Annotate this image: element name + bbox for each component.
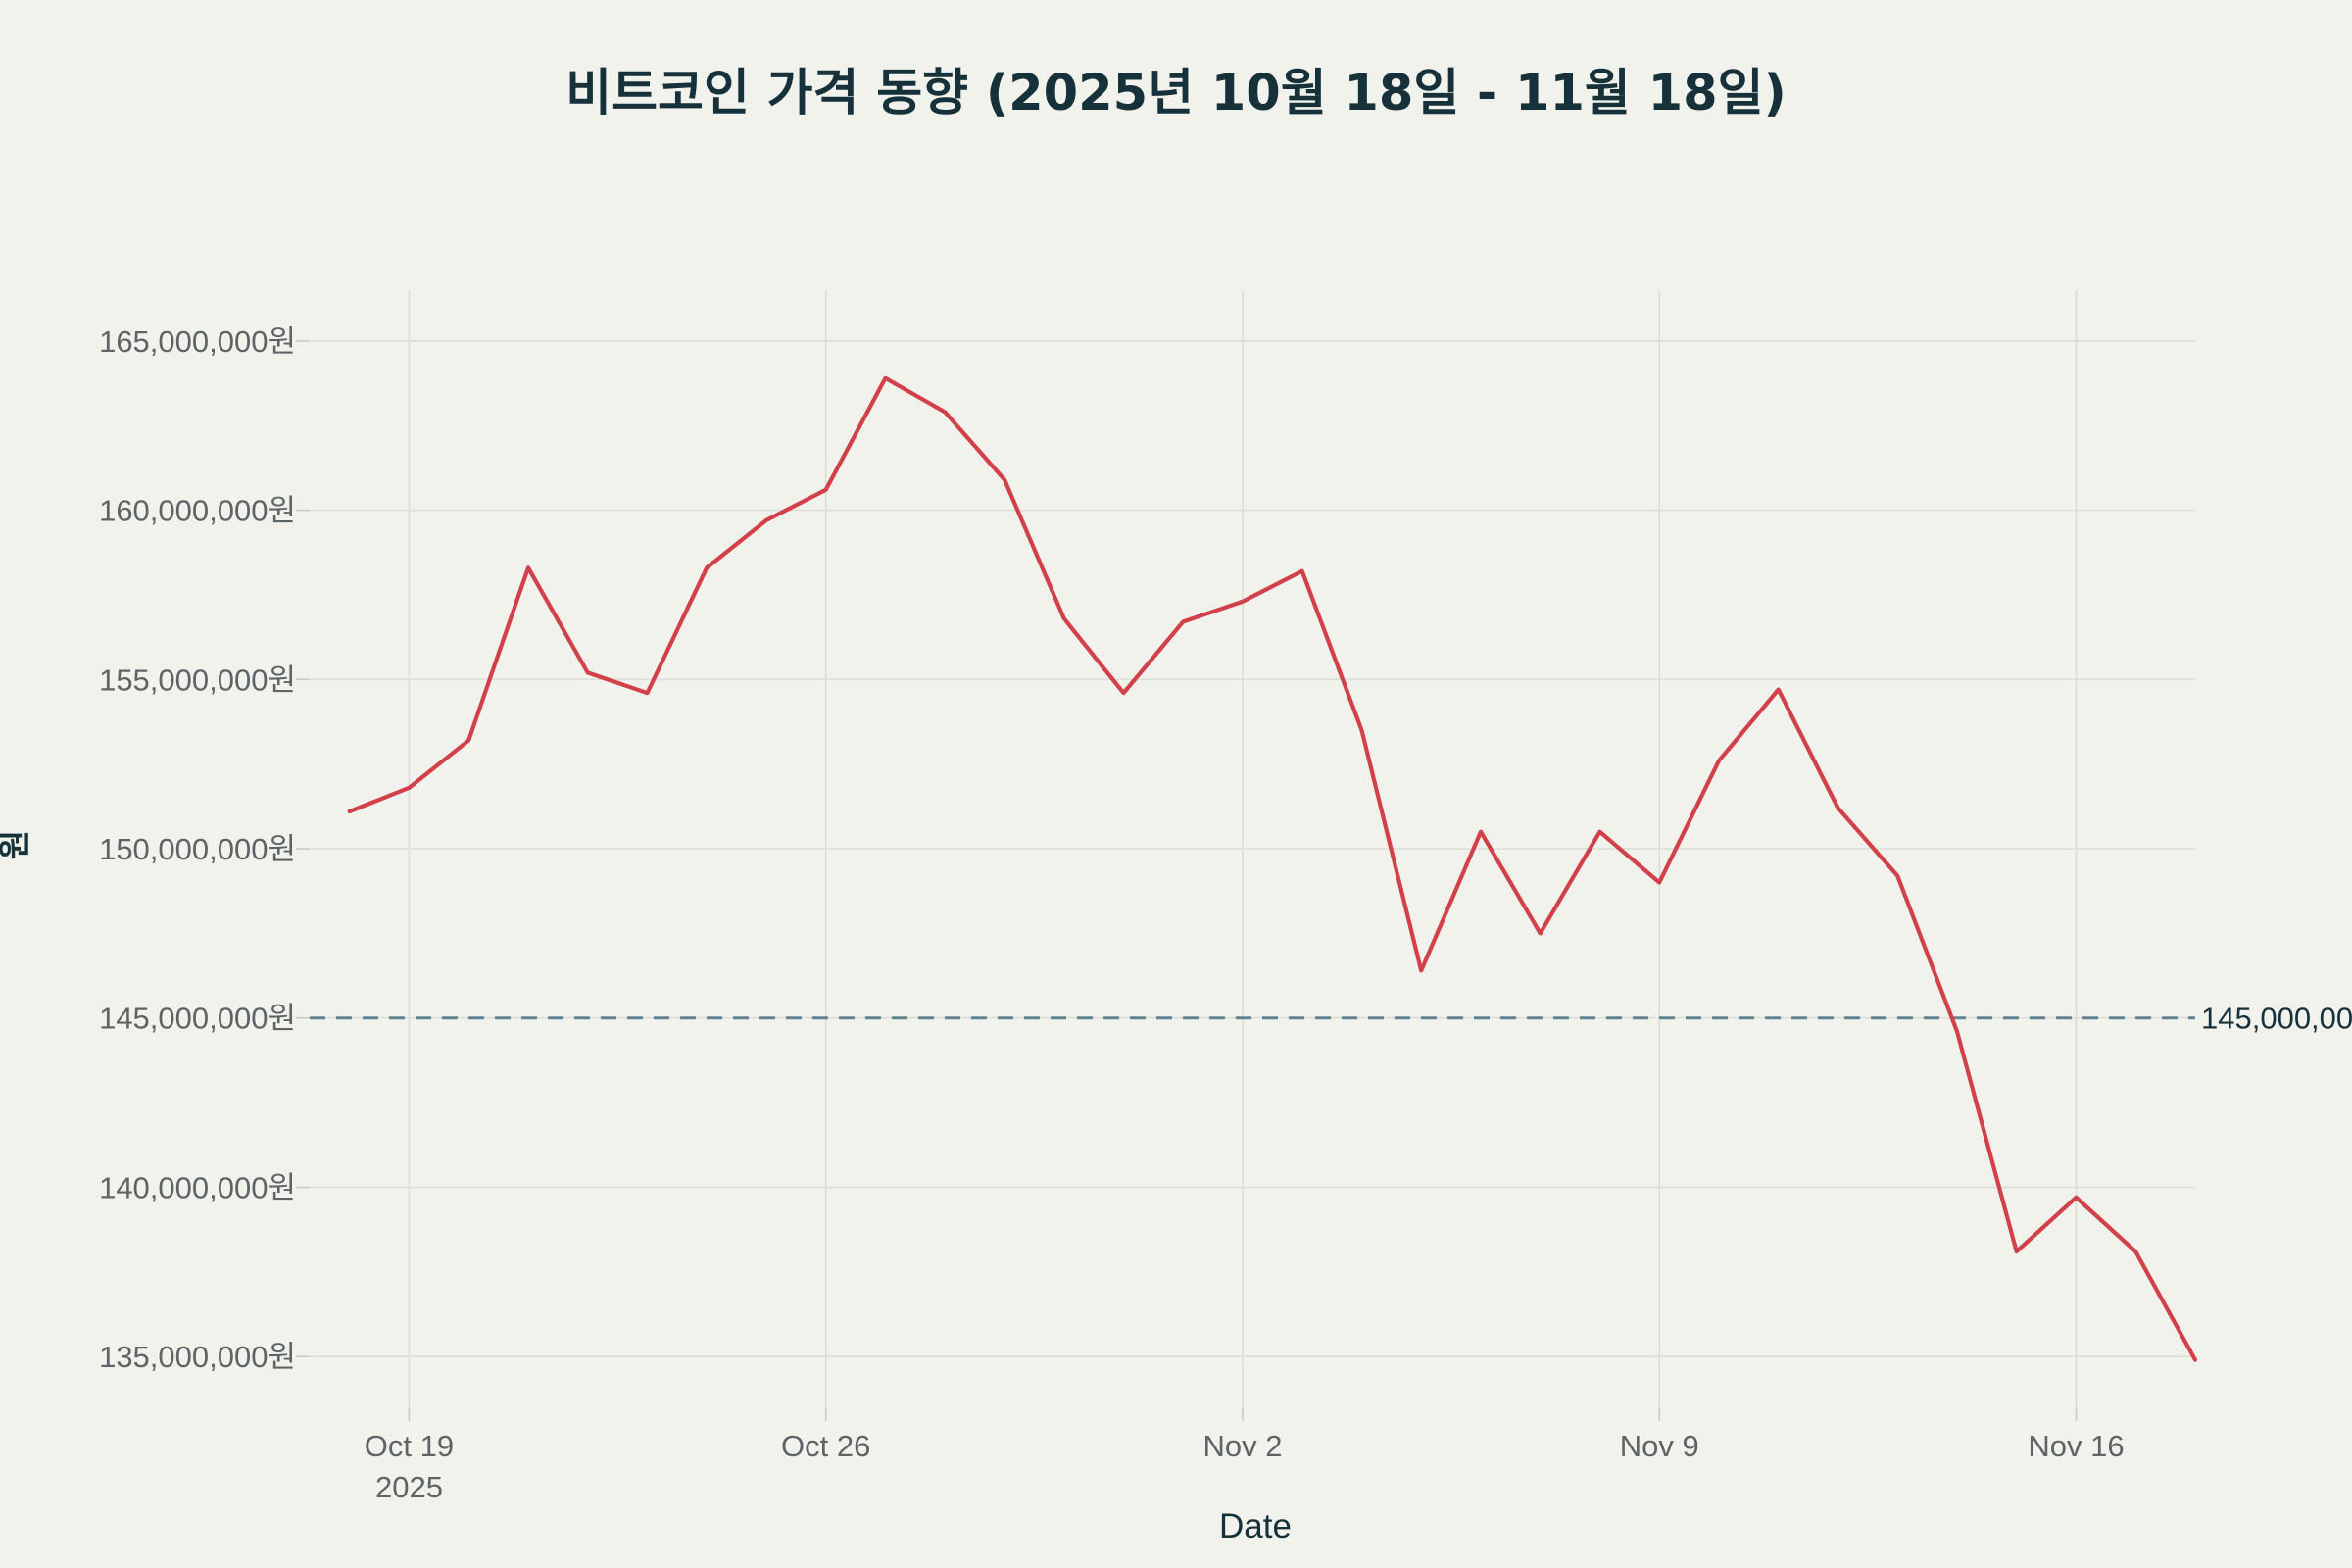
gridlines xyxy=(296,290,2195,1421)
y-axis-title: 원 xyxy=(0,830,33,859)
y-tick-label: 150,000,000원 xyxy=(99,832,296,866)
x-axis-title: Date xyxy=(1219,1507,1292,1545)
price-line xyxy=(347,375,2198,1362)
chart-title: 비트코인 가격 동향 (2025년 10월 18일 - 11월 18일) xyxy=(565,65,1787,122)
x-tick-label: Oct 26 xyxy=(781,1429,870,1463)
reference-line-group: 145,000,000원 xyxy=(310,1002,2352,1036)
x-tick-label: Nov 16 xyxy=(2028,1429,2124,1463)
y-tick-label: 140,000,000원 xyxy=(99,1170,296,1204)
x-tick-sublabel: 2025 xyxy=(375,1470,443,1504)
x-tick-label: Nov 2 xyxy=(1202,1429,1282,1463)
y-tick-label: 160,000,000원 xyxy=(99,494,296,528)
x-tick-labels: Oct 19 2025 Oct 26 Nov 2 Nov 9 Nov 16 xyxy=(365,1429,2125,1504)
y-tick-label: 135,000,000원 xyxy=(99,1340,296,1374)
y-tick-label: 145,000,000원 xyxy=(99,1002,296,1036)
y-tick-labels: 135,000,000원 140,000,000원 145,000,000원 150,… xyxy=(99,324,296,1374)
y-tick-label: 155,000,000원 xyxy=(99,662,296,697)
reference-line-label: 145,000,000원 xyxy=(2201,1002,2352,1036)
x-tick-label: Nov 9 xyxy=(1620,1429,1699,1463)
y-tick-label: 165,000,000원 xyxy=(99,324,296,359)
x-tick-label: Oct 19 xyxy=(365,1429,454,1463)
price-series xyxy=(347,375,2198,1362)
